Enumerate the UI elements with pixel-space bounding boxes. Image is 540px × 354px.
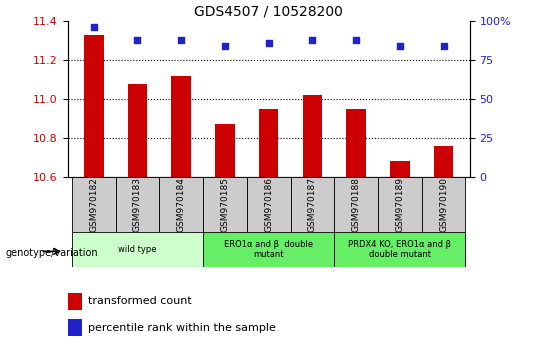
Text: ERO1α and β  double
mutant: ERO1α and β double mutant (224, 240, 313, 259)
Text: genotype/variation: genotype/variation (5, 248, 98, 258)
Text: GSM970186: GSM970186 (264, 177, 273, 232)
Point (439, 43, 448, 49)
Point (177, 37, 186, 43)
FancyBboxPatch shape (203, 232, 334, 267)
Point (265, 40, 273, 46)
Text: PRDX4 KO, ERO1α and β
double mutant: PRDX4 KO, ERO1α and β double mutant (348, 240, 451, 259)
Point (352, 37, 360, 43)
FancyBboxPatch shape (72, 232, 203, 267)
Title: GDS4507 / 10528200: GDS4507 / 10528200 (194, 5, 343, 19)
Bar (346, 109, 366, 177)
Text: transformed count: transformed count (89, 296, 192, 306)
Bar (68, 319, 82, 336)
FancyBboxPatch shape (334, 177, 378, 232)
Bar (215, 125, 235, 177)
Text: percentile rank within the sample: percentile rank within the sample (89, 323, 276, 333)
Bar (68, 293, 82, 310)
Text: GSM970185: GSM970185 (220, 177, 230, 232)
Bar (84, 35, 104, 177)
Point (395, 43, 404, 49)
Bar (390, 161, 410, 177)
Bar (127, 84, 147, 177)
FancyBboxPatch shape (291, 177, 334, 232)
FancyBboxPatch shape (334, 232, 465, 267)
Bar (259, 109, 279, 177)
Point (308, 37, 316, 43)
Point (133, 37, 142, 43)
FancyBboxPatch shape (422, 177, 465, 232)
Text: GSM970188: GSM970188 (352, 177, 361, 232)
Text: GSM970183: GSM970183 (133, 177, 142, 232)
Bar (434, 146, 454, 177)
FancyBboxPatch shape (247, 177, 291, 232)
Bar (171, 76, 191, 177)
Bar (302, 95, 322, 177)
Point (221, 43, 230, 49)
FancyBboxPatch shape (72, 177, 116, 232)
Text: GSM970184: GSM970184 (177, 177, 186, 232)
FancyBboxPatch shape (378, 177, 422, 232)
Text: wild type: wild type (118, 245, 157, 254)
FancyBboxPatch shape (203, 177, 247, 232)
Text: GSM970190: GSM970190 (439, 177, 448, 232)
Text: GSM970187: GSM970187 (308, 177, 317, 232)
Text: GSM970182: GSM970182 (89, 177, 98, 232)
FancyBboxPatch shape (116, 177, 159, 232)
Point (90, 25, 98, 30)
Text: GSM970189: GSM970189 (395, 177, 404, 232)
FancyBboxPatch shape (159, 177, 203, 232)
